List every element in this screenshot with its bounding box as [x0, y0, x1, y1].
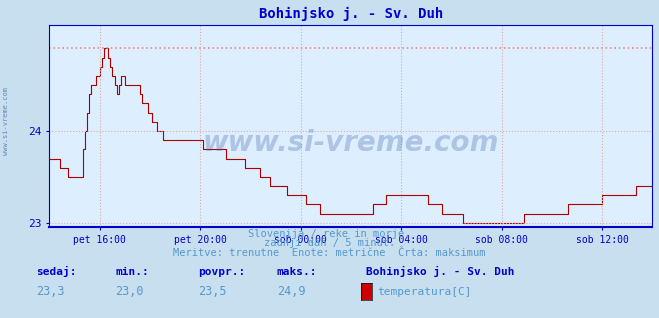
Text: 24,9: 24,9 — [277, 285, 305, 298]
Text: min.:: min.: — [115, 267, 149, 277]
Text: 23,3: 23,3 — [36, 285, 65, 298]
Text: maks.:: maks.: — [277, 267, 317, 277]
Text: 23,0: 23,0 — [115, 285, 144, 298]
Text: sedaj:: sedaj: — [36, 266, 76, 277]
Text: povpr.:: povpr.: — [198, 267, 245, 277]
Text: temperatura[C]: temperatura[C] — [377, 287, 471, 297]
Title: Bohinjsko j. - Sv. Duh: Bohinjsko j. - Sv. Duh — [259, 7, 443, 22]
Text: 23,5: 23,5 — [198, 285, 226, 298]
Text: Slovenija / reke in morje.: Slovenija / reke in morje. — [248, 229, 411, 239]
Text: www.si-vreme.com: www.si-vreme.com — [3, 87, 9, 155]
Text: Meritve: trenutne  Enote: metrične  Črta: maksimum: Meritve: trenutne Enote: metrične Črta: … — [173, 248, 486, 258]
Text: www.si-vreme.com: www.si-vreme.com — [203, 128, 499, 156]
Text: zadnji dan / 5 minut.: zadnji dan / 5 minut. — [264, 238, 395, 248]
Text: Bohinjsko j. - Sv. Duh: Bohinjsko j. - Sv. Duh — [366, 266, 514, 277]
